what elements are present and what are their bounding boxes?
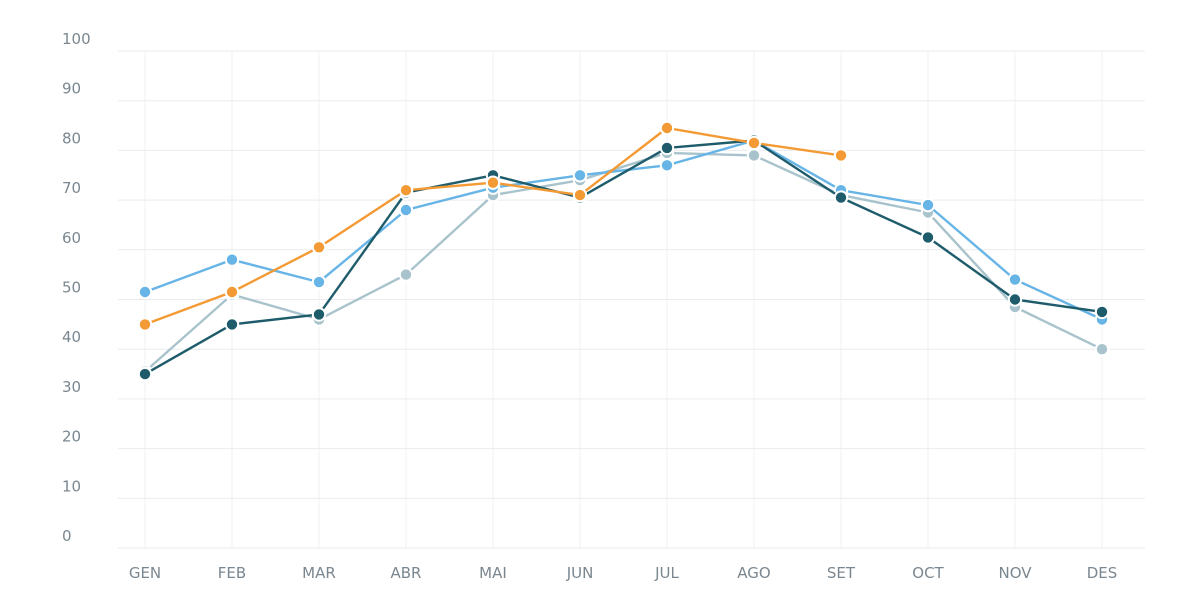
x-tick-label: JUL	[654, 564, 679, 582]
data-point[interactable]	[659, 140, 675, 156]
x-tick-label: SET	[827, 564, 856, 582]
data-point[interactable]	[833, 148, 849, 163]
x-tick-label: OCT	[912, 564, 944, 582]
data-point[interactable]	[224, 252, 240, 267]
data-point[interactable]	[398, 267, 414, 282]
data-point[interactable]	[137, 284, 153, 300]
data-point[interactable]	[137, 317, 153, 332]
data-point[interactable]	[137, 366, 153, 382]
data-point[interactable]	[1094, 342, 1110, 357]
x-tick-label: GEN	[129, 564, 161, 582]
series-group	[137, 120, 849, 332]
data-point[interactable]	[833, 190, 849, 205]
y-tick-label: 70	[62, 179, 81, 197]
data-point[interactable]	[224, 317, 240, 332]
data-point[interactable]	[485, 175, 501, 190]
x-tick-label: NOV	[998, 564, 1032, 582]
y-tick-label: 40	[62, 328, 81, 346]
data-point[interactable]	[572, 187, 588, 203]
x-tick-label: JUN	[566, 564, 594, 582]
data-point[interactable]	[746, 148, 762, 163]
data-point[interactable]	[398, 183, 414, 198]
series-layer	[137, 120, 1110, 382]
data-point[interactable]	[311, 307, 327, 322]
y-axis: 0 10 20 30 40 50 60 70 80 90 100	[62, 30, 91, 545]
y-tick-label: 80	[62, 129, 81, 147]
data-point[interactable]	[398, 202, 414, 218]
data-point[interactable]	[224, 284, 240, 300]
grid-layer	[118, 50, 1145, 549]
data-point[interactable]	[920, 197, 936, 213]
x-tick-label: AGO	[737, 564, 770, 582]
data-point[interactable]	[1007, 272, 1023, 287]
data-point[interactable]	[920, 230, 936, 245]
x-tick-label: MAI	[479, 564, 507, 582]
x-tick-label: FEB	[218, 564, 246, 582]
data-point[interactable]	[659, 120, 675, 136]
x-axis: GEN FEB MAR ABR MAI JUN JUL AGO SET OCT NOV DES	[129, 564, 1117, 582]
y-tick-label: 20	[62, 428, 81, 446]
y-tick-label: 60	[62, 229, 81, 247]
y-tick-label: 10	[62, 477, 81, 495]
y-tick-label: 30	[62, 378, 81, 396]
x-tick-label: ABR	[391, 564, 422, 582]
data-point[interactable]	[311, 240, 327, 255]
y-tick-label: 50	[62, 279, 81, 297]
data-point[interactable]	[1094, 304, 1110, 320]
data-point[interactable]	[1007, 292, 1023, 307]
series-line	[143, 139, 1104, 376]
data-point[interactable]	[746, 135, 762, 151]
series-line	[143, 139, 1104, 321]
data-point[interactable]	[659, 158, 675, 173]
x-tick-label: DES	[1087, 564, 1118, 582]
y-tick-label: 0	[62, 527, 72, 545]
y-tick-label: 90	[62, 80, 81, 98]
x-tick-label: MAR	[302, 564, 336, 582]
data-point[interactable]	[572, 168, 588, 183]
y-tick-label: 100	[62, 30, 91, 48]
data-point[interactable]	[311, 274, 327, 290]
